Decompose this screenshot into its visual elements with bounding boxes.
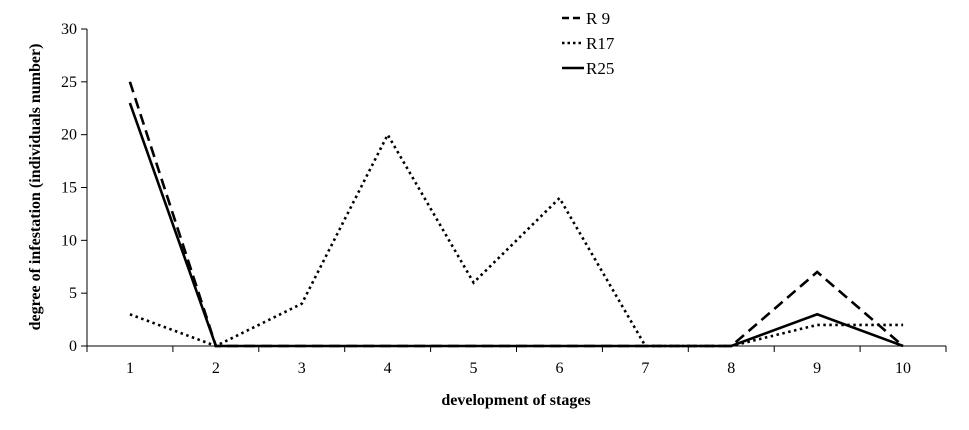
x-ticks: 1 2 3 4 5 6 7 8 9 10: [86, 346, 947, 377]
legend: R 9 R17 R25: [562, 9, 615, 78]
y-ticks: 0 5 10 15 20 25 30: [61, 21, 87, 355]
y-tick-label: 10: [61, 232, 77, 249]
y-tick-label: 0: [69, 338, 77, 355]
x-tick-label: 7: [641, 360, 649, 377]
series-line-r9: [128, 81, 904, 348]
series-line-r25: [128, 102, 904, 348]
legend-label: R 9: [586, 9, 610, 28]
x-tick-label: 1: [126, 360, 134, 377]
legend-label: R17: [586, 34, 615, 53]
series-lines: [128, 81, 904, 348]
y-tick-label: 20: [61, 127, 77, 144]
x-tick-label: 8: [727, 360, 735, 377]
y-tick-label: 15: [61, 180, 77, 197]
y-axis-title: degree of infestation (individuals numbe…: [27, 44, 44, 331]
y-tick-label: 25: [61, 74, 77, 91]
y-tick-label: 5: [69, 285, 77, 302]
x-tick-label: 9: [813, 360, 821, 377]
series-line-r17: [129, 131, 904, 348]
y-tick-label: 30: [61, 21, 77, 38]
legend-label: R25: [586, 59, 614, 78]
axes: [86, 29, 946, 347]
x-tick-label: 4: [384, 360, 392, 377]
x-tick-label: 10: [895, 360, 911, 377]
x-tick-label: 2: [212, 360, 220, 377]
x-axis-title: development of stages: [441, 392, 590, 409]
x-tick-label: 5: [470, 360, 478, 377]
x-tick-label: 3: [298, 360, 306, 377]
x-tick-label: 6: [555, 360, 563, 377]
